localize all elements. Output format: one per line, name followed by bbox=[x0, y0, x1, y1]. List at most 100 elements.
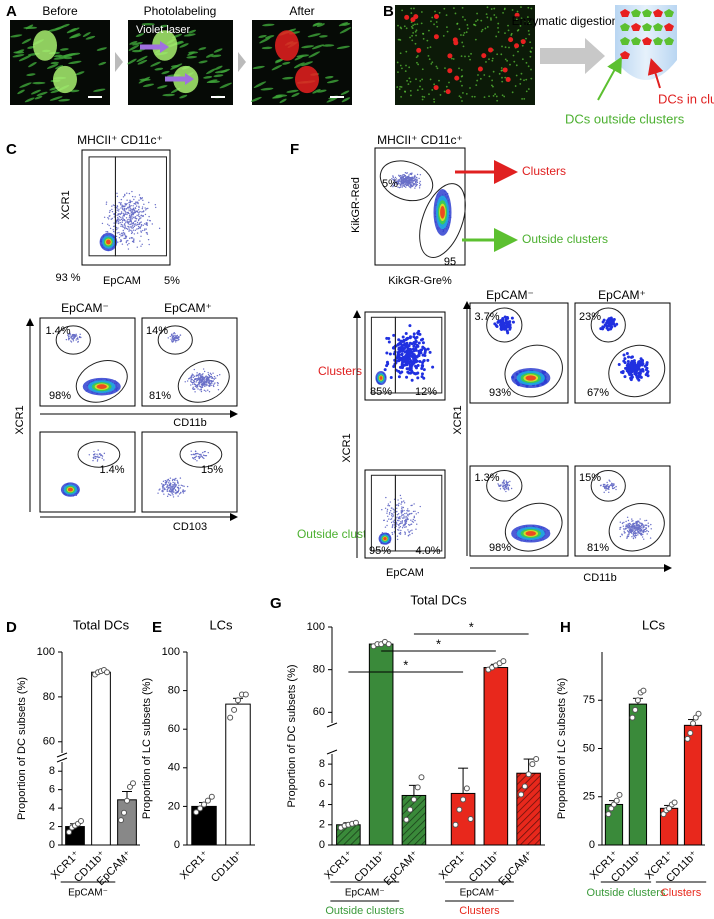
event bbox=[130, 221, 133, 223]
gate-value: 5% bbox=[164, 275, 180, 287]
event bbox=[404, 176, 407, 178]
event bbox=[626, 362, 630, 366]
density bbox=[67, 487, 73, 492]
event bbox=[184, 490, 186, 492]
event bbox=[195, 375, 198, 377]
cell bbox=[514, 85, 517, 87]
event bbox=[120, 216, 122, 219]
event bbox=[190, 453, 193, 456]
event bbox=[140, 230, 142, 232]
cell bbox=[497, 22, 500, 25]
event bbox=[116, 214, 118, 216]
cell bbox=[510, 32, 513, 35]
event bbox=[413, 184, 415, 186]
event bbox=[505, 329, 509, 333]
event bbox=[183, 485, 185, 488]
cell bbox=[528, 23, 531, 25]
cell bbox=[502, 12, 504, 14]
event bbox=[118, 208, 120, 210]
event bbox=[404, 174, 407, 177]
cell bbox=[495, 35, 498, 38]
event bbox=[113, 213, 115, 215]
event bbox=[123, 209, 126, 211]
cell bbox=[461, 16, 464, 18]
density bbox=[379, 376, 383, 380]
axis-label: XCR1 bbox=[341, 433, 353, 462]
event bbox=[408, 179, 410, 181]
cell bbox=[480, 19, 483, 22]
event bbox=[121, 243, 124, 245]
event bbox=[502, 485, 504, 488]
event bbox=[410, 370, 414, 374]
event bbox=[163, 487, 165, 490]
event bbox=[397, 347, 401, 351]
panel-letter: D bbox=[6, 619, 17, 636]
cell bbox=[316, 23, 325, 28]
cell bbox=[473, 23, 476, 26]
micrograph bbox=[395, 5, 535, 105]
event bbox=[413, 503, 415, 505]
event bbox=[609, 325, 613, 329]
density bbox=[440, 206, 445, 219]
event bbox=[217, 384, 219, 386]
cell bbox=[13, 51, 25, 54]
cell bbox=[211, 54, 222, 58]
event bbox=[111, 205, 113, 207]
cell bbox=[275, 59, 283, 64]
event bbox=[131, 190, 133, 193]
cell bbox=[157, 85, 168, 89]
event bbox=[144, 223, 146, 225]
cell bbox=[507, 24, 509, 27]
event bbox=[180, 484, 183, 486]
cell bbox=[520, 6, 522, 8]
cell bbox=[252, 65, 265, 69]
event bbox=[410, 185, 412, 188]
event bbox=[172, 478, 174, 481]
event bbox=[197, 378, 199, 381]
event bbox=[407, 510, 409, 512]
event bbox=[632, 360, 636, 364]
event bbox=[171, 490, 174, 492]
cell bbox=[213, 74, 224, 78]
event bbox=[194, 450, 197, 452]
event bbox=[124, 194, 126, 197]
event bbox=[128, 237, 131, 240]
event bbox=[407, 344, 411, 348]
cell bbox=[399, 85, 402, 88]
event bbox=[206, 384, 208, 386]
event bbox=[70, 335, 72, 338]
cell bbox=[492, 85, 494, 88]
cell bbox=[409, 89, 412, 92]
cell bbox=[431, 89, 434, 91]
cell bbox=[470, 52, 472, 55]
event bbox=[414, 519, 416, 522]
cell bbox=[461, 84, 463, 87]
event bbox=[201, 377, 204, 380]
axis-label: XCR1 bbox=[14, 405, 26, 434]
event bbox=[115, 235, 118, 238]
event bbox=[391, 533, 394, 535]
cell-cluster bbox=[433, 85, 439, 91]
cell bbox=[519, 78, 522, 81]
event bbox=[134, 196, 136, 198]
event bbox=[214, 382, 216, 384]
event bbox=[173, 332, 175, 334]
cell bbox=[464, 18, 466, 21]
event bbox=[213, 383, 215, 385]
cell bbox=[32, 81, 46, 85]
event bbox=[398, 529, 400, 531]
event bbox=[71, 333, 74, 336]
cell-icon bbox=[664, 37, 674, 45]
event bbox=[125, 227, 128, 230]
event bbox=[200, 383, 203, 386]
event bbox=[172, 340, 175, 342]
laser-arrow bbox=[160, 41, 169, 53]
cell bbox=[515, 18, 518, 21]
cell-cluster bbox=[514, 12, 520, 18]
event bbox=[172, 481, 174, 484]
event bbox=[97, 455, 99, 457]
cell bbox=[421, 78, 424, 81]
cell bbox=[421, 95, 424, 98]
event bbox=[126, 213, 128, 216]
cell bbox=[400, 96, 403, 98]
